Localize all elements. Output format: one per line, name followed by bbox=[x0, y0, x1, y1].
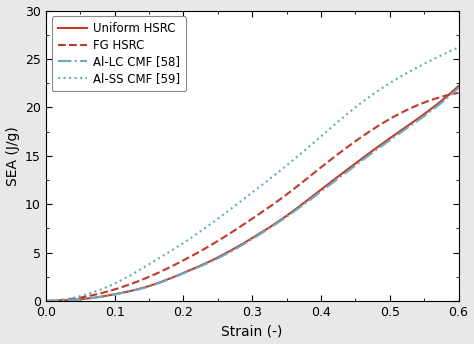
Uniform HSRC bbox=[43, 299, 49, 303]
Legend: Uniform HSRC, FG HSRC, Al-LC CMF [58], Al-SS CMF [59]: Uniform HSRC, FG HSRC, Al-LC CMF [58], A… bbox=[52, 17, 186, 91]
Al-LC CMF [58] bbox=[43, 299, 49, 303]
Al-SS CMF [59] bbox=[43, 299, 49, 303]
Al-SS CMF [59] bbox=[296, 154, 301, 158]
Uniform HSRC bbox=[45, 299, 50, 303]
Uniform HSRC bbox=[391, 133, 396, 138]
Line: FG HSRC: FG HSRC bbox=[46, 93, 458, 301]
Uniform HSRC bbox=[289, 210, 294, 214]
FG HSRC bbox=[456, 91, 461, 95]
Uniform HSRC bbox=[417, 115, 423, 119]
FG HSRC bbox=[287, 190, 293, 194]
Al-SS CMF [59] bbox=[417, 64, 423, 68]
X-axis label: Strain (-): Strain (-) bbox=[221, 324, 283, 338]
Al-LC CMF [58] bbox=[45, 299, 50, 303]
Uniform HSRC bbox=[296, 205, 301, 209]
Al-LC CMF [58] bbox=[417, 117, 423, 121]
FG HSRC bbox=[43, 299, 49, 303]
FG HSRC bbox=[296, 183, 301, 187]
Al-SS CMF [59] bbox=[456, 45, 461, 50]
Uniform HSRC bbox=[287, 211, 293, 215]
Al-LC CMF [58] bbox=[289, 211, 294, 215]
Al-LC CMF [58] bbox=[456, 86, 461, 90]
FG HSRC bbox=[289, 189, 294, 193]
Line: Al-SS CMF [59]: Al-SS CMF [59] bbox=[46, 47, 458, 301]
Line: Uniform HSRC: Uniform HSRC bbox=[46, 86, 458, 301]
Al-SS CMF [59] bbox=[289, 159, 294, 163]
Al-LC CMF [58] bbox=[287, 212, 293, 216]
Al-SS CMF [59] bbox=[287, 161, 293, 165]
Line: Al-LC CMF [58]: Al-LC CMF [58] bbox=[46, 88, 458, 301]
FG HSRC bbox=[45, 299, 50, 303]
Al-SS CMF [59] bbox=[391, 79, 396, 83]
Al-SS CMF [59] bbox=[45, 299, 50, 303]
Y-axis label: SEA (J/g): SEA (J/g) bbox=[6, 126, 19, 186]
FG HSRC bbox=[417, 102, 423, 106]
FG HSRC bbox=[391, 115, 396, 119]
Al-LC CMF [58] bbox=[391, 136, 396, 140]
Al-LC CMF [58] bbox=[296, 206, 301, 211]
Uniform HSRC bbox=[456, 84, 461, 88]
